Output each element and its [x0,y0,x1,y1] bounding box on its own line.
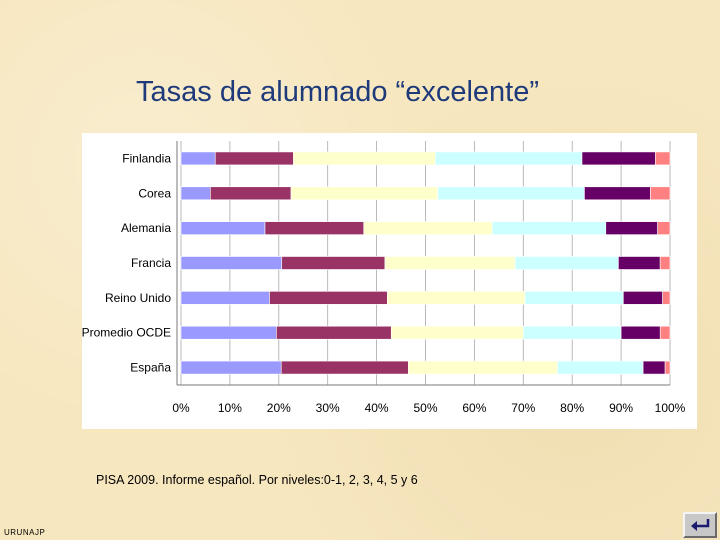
bar-segment [434,151,583,166]
bar-segment [514,256,619,270]
bar-segment [655,151,671,166]
footer-label: URUNAJP [4,528,46,537]
bar-segment [581,151,656,166]
bar-segment [387,291,526,305]
bar-segment [650,186,671,201]
x-tick-label: 0% [172,401,190,415]
bar-segment [384,256,516,270]
x-tick-label: 20% [267,401,291,415]
bar-segment [269,291,388,305]
bar-segment [180,291,270,305]
category-label: Alemania [121,221,171,235]
bar-segment [280,360,409,375]
category-label: Finlandia [122,151,171,165]
bar-segment [664,360,671,375]
chart-svg: Finlandia Corea Alemania Francia Reino Unido… [82,141,686,415]
x-tick-label: 50% [413,401,437,415]
bar-segment [524,291,624,305]
bar-segment [290,186,439,201]
category-label: Corea [138,186,171,200]
bar-segment [623,291,663,305]
bar-segment [180,325,277,340]
bar-segment [293,151,436,166]
category-label: Reino Unido [105,291,171,305]
bar-segment [620,325,661,340]
bar-segment [618,256,661,270]
bar-segment [657,221,671,235]
bar-segment [557,360,644,375]
x-tick-label: 80% [560,401,584,415]
slide-title: Tasas de alumnado “excelente” [136,76,540,108]
bar-segment [281,256,386,270]
bar-segment [390,325,524,340]
x-tick-label: 10% [218,401,242,415]
bar-segment [180,186,211,201]
bar-segment [180,151,216,166]
bar-segment [214,151,294,166]
x-tick-label: 30% [316,401,340,415]
x-tick-label: 100% [655,401,686,415]
bar-segment [522,325,622,340]
bar-segment [408,360,558,375]
bar-segment [584,186,651,201]
bar-segment [437,186,585,201]
category-label: España [130,361,171,375]
category-label: Promedio OCDE [82,326,171,340]
x-tick-label: 90% [609,401,633,415]
source-caption: PISA 2009. Informe español. Por niveles:… [96,473,418,487]
bar-segment [642,360,666,375]
bar-segment [210,186,292,201]
x-tick-label: 60% [462,401,486,415]
return-button[interactable] [683,512,717,538]
stacked-bar-chart: Finlandia Corea Alemania Francia Reino Unido… [82,133,697,429]
bar-segment [180,221,266,235]
x-tick-label: 40% [365,401,389,415]
category-label: Francia [131,256,171,270]
return-arrow-icon [691,519,710,531]
x-tick-label: 70% [511,401,535,415]
bar-segment [180,256,283,270]
bar-segment [659,256,671,270]
bar-segment [276,325,392,340]
bar-segment [605,221,658,235]
bar-segment [363,221,493,235]
bar-segment [659,325,671,340]
bar-segment [491,221,607,235]
bar-segment [662,291,671,305]
bar-segment [264,221,365,235]
bar-segment [180,360,282,375]
